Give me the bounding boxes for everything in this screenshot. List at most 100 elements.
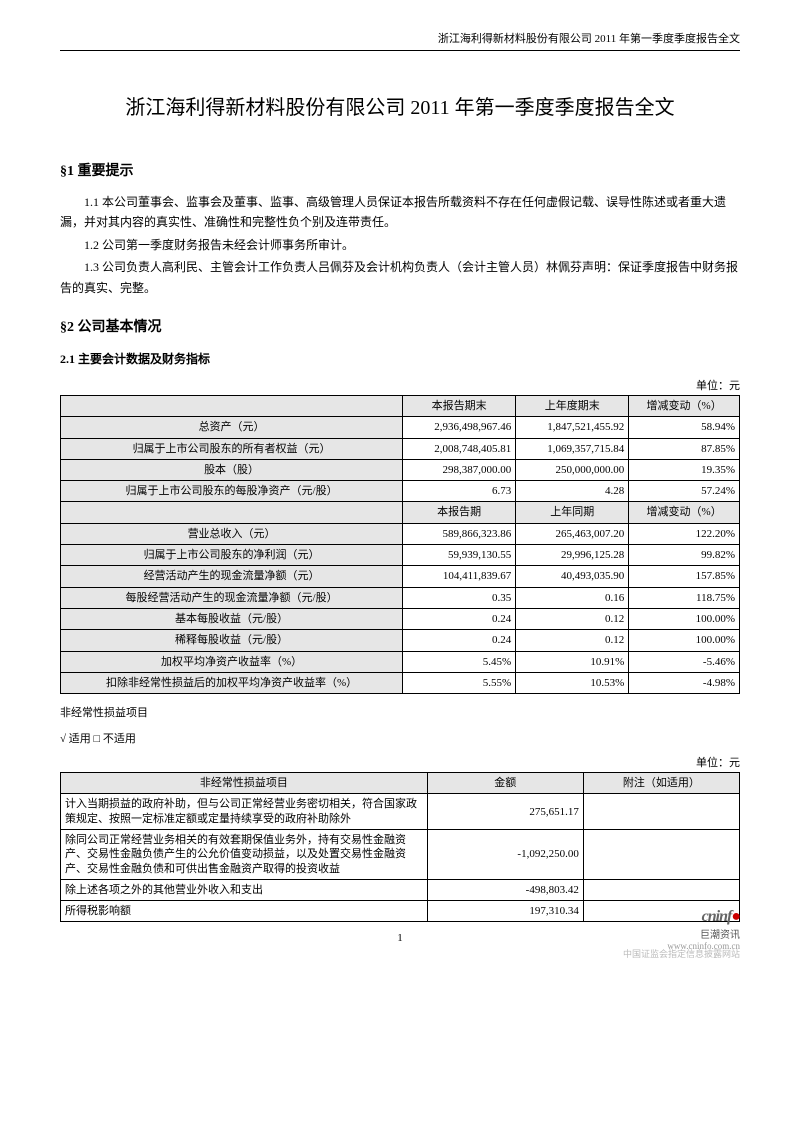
- cell: 1,069,357,715.84: [516, 438, 629, 459]
- table-row: 加权平均净资产收益率（%）5.45%10.91%-5.46%: [61, 651, 740, 672]
- cninfo-cn: 巨潮资讯: [700, 930, 740, 941]
- row-label: 所得税影响额: [61, 901, 428, 922]
- table-row: 所得税影响额197,310.34: [61, 901, 740, 922]
- cell: 87.85%: [629, 438, 740, 459]
- cell: -1,092,250.00: [427, 830, 583, 880]
- cell: 57.24%: [629, 481, 740, 502]
- th-period: 本报告期: [403, 502, 516, 523]
- cninfo-logo-accent: ●: [731, 908, 740, 925]
- cell: 2,008,748,405.81: [403, 438, 516, 459]
- note-line2: √ 适用 □ 不适用: [60, 730, 740, 746]
- cell: 0.12: [516, 608, 629, 629]
- document-title: 浙江海利得新材料股份有限公司 2011 年第一季度季度报告全文: [60, 91, 740, 120]
- cell: 197,310.34: [427, 901, 583, 922]
- cell: 0.16: [516, 587, 629, 608]
- cninfo-logo: cninf: [702, 908, 732, 925]
- section2-subheading: 2.1 主要会计数据及财务指标: [60, 350, 740, 367]
- table-row: 除上述各项之外的其他营业外收入和支出-498,803.42: [61, 879, 740, 900]
- section1-heading: §1 重要提示: [60, 160, 740, 180]
- cell: 122.20%: [629, 523, 740, 544]
- cell: 298,387,000.00: [403, 459, 516, 480]
- para-1-3: 1.3 公司负责人高利民、主管会计工作负责人吕佩芬及会计机构负责人（会计主管人员…: [60, 257, 740, 298]
- row-label: 扣除非经常性损益后的加权平均净资产收益率（%）: [61, 672, 403, 693]
- th-blank: [61, 395, 403, 416]
- non-recurring-table: 非经常性损益项目 金额 附注（如适用） 计入当期损益的政府补助，但与公司正常经营…: [60, 772, 740, 922]
- cell: 10.91%: [516, 651, 629, 672]
- th-change: 增减变动（%）: [629, 395, 740, 416]
- table-row: 除同公司正常经营业务相关的有效套期保值业务外，持有交易性金融资产、交易性金融负债…: [61, 830, 740, 880]
- cell: 40,493,035.90: [516, 566, 629, 587]
- cell: 59,939,130.55: [403, 545, 516, 566]
- row-label: 除同公司正常经营业务相关的有效套期保值业务外，持有交易性金融资产、交易性金融负债…: [61, 830, 428, 880]
- cell: 19.35%: [629, 459, 740, 480]
- row-label: 营业总收入（元）: [61, 523, 403, 544]
- table-row: 每股经营活动产生的现金流量净额（元/股）0.350.16118.75%: [61, 587, 740, 608]
- cell: 250,000,000.00: [516, 459, 629, 480]
- table2-header: 非经常性损益项目 金额 附注（如适用）: [61, 773, 740, 794]
- cell: 99.82%: [629, 545, 740, 566]
- footer-disclaimer: 中国证监会指定信息披露网站: [623, 947, 740, 960]
- table-row: 基本每股收益（元/股）0.240.12100.00%: [61, 608, 740, 629]
- row-label: 归属于上市公司股东的每股净资产（元/股）: [61, 481, 403, 502]
- cell: 589,866,323.86: [403, 523, 516, 544]
- table-row: 营业总收入（元）589,866,323.86265,463,007.20122.…: [61, 523, 740, 544]
- cell: 0.24: [403, 630, 516, 651]
- table1-header2: 本报告期 上年同期 增减变动（%）: [61, 502, 740, 523]
- table-row: 总资产（元）2,936,498,967.461,847,521,455.9258…: [61, 417, 740, 438]
- note-line1: 非经常性损益项目: [60, 704, 740, 720]
- th-period-end: 本报告期末: [403, 395, 516, 416]
- cell: 118.75%: [629, 587, 740, 608]
- row-label: 归属于上市公司股东的所有者权益（元）: [61, 438, 403, 459]
- cell: 6.73: [403, 481, 516, 502]
- cell: 29,996,125.28: [516, 545, 629, 566]
- row-label: 计入当期损益的政府补助，但与公司正常经营业务密切相关，符合国家政策规定、按照一定…: [61, 794, 428, 830]
- cell: 5.45%: [403, 651, 516, 672]
- cell: 157.85%: [629, 566, 740, 587]
- row-label: 经营活动产生的现金流量净额（元）: [61, 566, 403, 587]
- para-1-1: 1.1 本公司董事会、监事会及董事、监事、高级管理人员保证本报告所载资料不存在任…: [60, 192, 740, 233]
- cell: 100.00%: [629, 630, 740, 651]
- th-amount: 金额: [427, 773, 583, 794]
- table-row: 计入当期损益的政府补助，但与公司正常经营业务密切相关，符合国家政策规定、按照一定…: [61, 794, 740, 830]
- table1-unit: 单位：元: [60, 377, 740, 393]
- cell: [583, 794, 739, 830]
- cell: 1,847,521,455.92: [516, 417, 629, 438]
- table-row: 经营活动产生的现金流量净额（元）104,411,839.6740,493,035…: [61, 566, 740, 587]
- cell: 5.55%: [403, 672, 516, 693]
- cell: 0.24: [403, 608, 516, 629]
- footer-logo-block: cninf● 巨潮资讯 www.cninfo.com.cn: [667, 908, 740, 952]
- row-label: 归属于上市公司股东的净利润（元）: [61, 545, 403, 566]
- cell: 58.94%: [629, 417, 740, 438]
- cell: 100.00%: [629, 608, 740, 629]
- row-label: 股本（股）: [61, 459, 403, 480]
- cell: 4.28: [516, 481, 629, 502]
- cell: 2,936,498,967.46: [403, 417, 516, 438]
- table-row: 稀释每股收益（元/股）0.240.12100.00%: [61, 630, 740, 651]
- cell: 265,463,007.20: [516, 523, 629, 544]
- row-label: 稀释每股收益（元/股）: [61, 630, 403, 651]
- row-label: 基本每股收益（元/股）: [61, 608, 403, 629]
- th-blank2: [61, 502, 403, 523]
- cell: 0.12: [516, 630, 629, 651]
- table-row: 股本（股）298,387,000.00250,000,000.0019.35%: [61, 459, 740, 480]
- table2-unit: 单位：元: [60, 754, 740, 770]
- para-1-2: 1.2 公司第一季度财务报告未经会计师事务所审计。: [60, 235, 740, 255]
- cell: 10.53%: [516, 672, 629, 693]
- cell: 275,651.17: [427, 794, 583, 830]
- cell: [583, 830, 739, 880]
- table-row: 归属于上市公司股东的所有者权益（元）2,008,748,405.811,069,…: [61, 438, 740, 459]
- row-label: 加权平均净资产收益率（%）: [61, 651, 403, 672]
- cell: -5.46%: [629, 651, 740, 672]
- running-header: 浙江海利得新材料股份有限公司 2011 年第一季度季度报告全文: [60, 30, 740, 51]
- th-prev-end: 上年度期末: [516, 395, 629, 416]
- section2-heading: §2 公司基本情况: [60, 316, 740, 336]
- cell: -4.98%: [629, 672, 740, 693]
- row-label: 除上述各项之外的其他营业外收入和支出: [61, 879, 428, 900]
- cell: 0.35: [403, 587, 516, 608]
- th-prev-period: 上年同期: [516, 502, 629, 523]
- cell: [583, 879, 739, 900]
- page-number: 1: [397, 932, 403, 944]
- cell: -498,803.42: [427, 879, 583, 900]
- th-change2: 增减变动（%）: [629, 502, 740, 523]
- table-row: 归属于上市公司股东的每股净资产（元/股）6.734.2857.24%: [61, 481, 740, 502]
